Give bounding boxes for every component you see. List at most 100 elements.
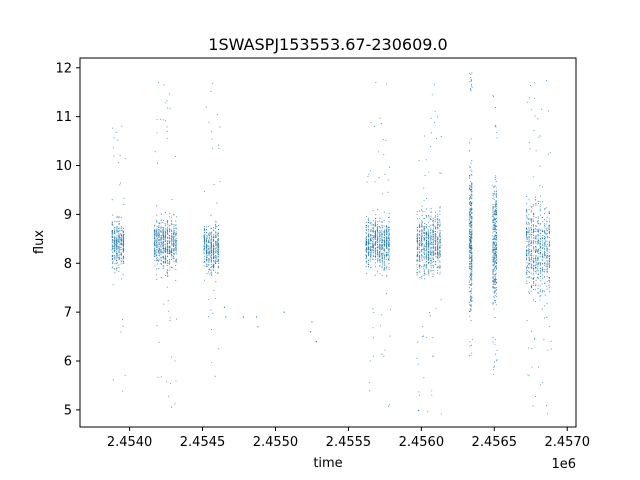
- data-point: [425, 254, 427, 256]
- data-point: [430, 217, 432, 219]
- data-point: [160, 213, 162, 215]
- data-point: [114, 249, 116, 251]
- data-point: [215, 250, 217, 252]
- data-point: [492, 185, 494, 187]
- data-point: [428, 225, 430, 227]
- data-point: [384, 264, 386, 267]
- data-point: [173, 234, 175, 236]
- data-point: [436, 213, 438, 215]
- data-point: [528, 238, 530, 240]
- data-point: [167, 236, 169, 238]
- data-point: [471, 218, 473, 220]
- data-point: [528, 260, 530, 262]
- data-point: [388, 268, 390, 271]
- data-point: [428, 241, 430, 243]
- data-point: [175, 380, 177, 382]
- data-point: [124, 374, 126, 376]
- data-point: [537, 270, 539, 272]
- data-point: [160, 248, 162, 250]
- y-tick-label: 12: [55, 61, 72, 76]
- data-point: [492, 96, 495, 98]
- data-point: [386, 229, 388, 231]
- data-point: [421, 244, 423, 246]
- data-point: [120, 252, 122, 254]
- data-point: [175, 227, 177, 229]
- data-point: [530, 290, 532, 292]
- data-point: [432, 220, 434, 223]
- data-point: [387, 226, 390, 228]
- data-point: [368, 231, 370, 233]
- data-point: [210, 90, 212, 92]
- data-point: [423, 247, 425, 250]
- data-point: [469, 260, 471, 262]
- data-point: [160, 277, 162, 279]
- data-point: [162, 236, 165, 238]
- data-point: [162, 245, 164, 247]
- data-point: [492, 235, 494, 237]
- data-point: [379, 220, 381, 222]
- data-point: [163, 84, 165, 86]
- data-point: [418, 264, 420, 266]
- data-point: [114, 256, 116, 258]
- data-point: [495, 251, 497, 253]
- data-point: [492, 271, 494, 273]
- data-point: [541, 217, 543, 219]
- data-point: [494, 280, 496, 282]
- data-point: [546, 285, 548, 287]
- data-point: [422, 326, 424, 328]
- x-axis-label: time: [313, 456, 342, 471]
- data-point: [430, 218, 432, 220]
- data-point: [535, 250, 537, 252]
- data-point: [531, 240, 533, 242]
- data-point: [113, 155, 115, 157]
- data-point: [213, 256, 215, 258]
- data-point: [381, 266, 383, 268]
- data-point: [417, 409, 420, 412]
- data-point: [528, 276, 530, 278]
- data-point: [546, 268, 548, 270]
- data-point: [175, 220, 177, 222]
- data-point: [381, 238, 383, 241]
- data-point: [492, 243, 494, 245]
- data-point: [425, 159, 427, 161]
- data-point: [225, 316, 227, 318]
- data-point: [493, 308, 495, 310]
- data-point: [533, 224, 535, 226]
- data-point: [421, 210, 423, 212]
- data-point: [530, 239, 532, 241]
- data-point: [215, 243, 217, 245]
- data-point: [114, 235, 116, 237]
- data-point: [528, 266, 530, 268]
- data-point: [365, 237, 367, 240]
- data-point: [430, 244, 432, 246]
- data-point: [543, 282, 546, 284]
- data-point: [525, 221, 528, 223]
- data-point: [388, 251, 390, 253]
- data-point: [549, 245, 551, 247]
- data-point: [116, 216, 118, 218]
- data-point: [160, 237, 162, 239]
- data-point: [427, 233, 429, 235]
- data-point: [111, 221, 113, 223]
- data-point: [493, 224, 495, 226]
- data-point: [544, 257, 546, 259]
- data-point: [158, 260, 160, 262]
- data-point: [386, 247, 388, 249]
- data-point: [385, 255, 387, 257]
- data-point: [434, 110, 436, 112]
- data-point: [122, 235, 124, 238]
- data-point: [534, 339, 536, 341]
- data-point: [492, 286, 494, 288]
- data-point: [471, 185, 473, 187]
- data-point: [549, 266, 551, 269]
- data-point: [435, 226, 437, 229]
- data-point: [160, 252, 162, 254]
- data-point: [470, 216, 472, 218]
- data-point: [421, 214, 423, 216]
- data-point: [526, 277, 528, 279]
- data-point: [421, 250, 423, 252]
- data-point: [122, 258, 124, 260]
- data-point: [546, 255, 548, 257]
- data-point: [215, 246, 217, 248]
- data-point: [430, 231, 432, 233]
